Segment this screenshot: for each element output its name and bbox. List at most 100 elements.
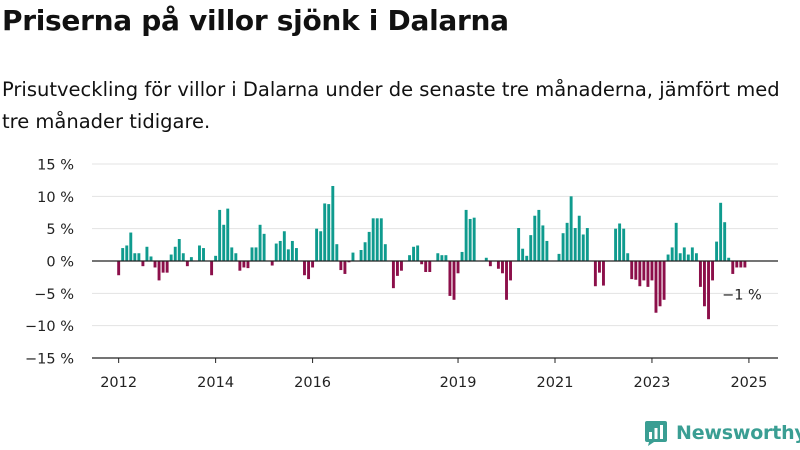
bar: [460, 251, 464, 261]
bar: [121, 248, 125, 261]
bar: [149, 256, 153, 261]
bar: [525, 255, 529, 261]
bar: [715, 241, 719, 261]
bar: [351, 252, 355, 261]
bar: [391, 261, 395, 289]
bar: [379, 218, 383, 261]
bar: [331, 185, 335, 261]
bar: [282, 231, 286, 261]
bar: [739, 261, 743, 268]
bar: [529, 235, 533, 261]
bar: [472, 217, 476, 261]
bar: [662, 261, 666, 300]
bar: [731, 261, 735, 274]
bar: [658, 261, 662, 307]
bar: [678, 253, 682, 261]
bar: [270, 261, 274, 266]
bar: [690, 247, 694, 261]
bar: [214, 255, 218, 261]
newsworthy-logo: Newsworthy: [644, 418, 800, 448]
bar: [327, 204, 331, 261]
bar: [210, 261, 214, 276]
bar: [250, 247, 254, 261]
bar: [694, 253, 698, 261]
bar: [452, 261, 456, 300]
bar: [634, 261, 638, 280]
bar: [234, 253, 238, 261]
bar: [181, 253, 185, 261]
bar: [593, 261, 597, 287]
bar: [185, 261, 189, 267]
bar: [218, 209, 222, 261]
bar: [735, 261, 739, 268]
bar: [456, 261, 460, 274]
bar: [670, 247, 674, 261]
bar: [294, 248, 298, 261]
bar: [238, 261, 242, 271]
bar: [581, 234, 585, 261]
bar: [226, 208, 230, 261]
bar: [290, 240, 294, 261]
bar: [509, 261, 512, 281]
bar: [424, 261, 428, 272]
bar: [153, 261, 157, 268]
bar: [711, 261, 715, 281]
bar: [545, 240, 549, 261]
bar: [311, 261, 315, 268]
y-tick-label: −15 %: [25, 352, 74, 368]
bar: [303, 261, 306, 276]
bar: [642, 261, 646, 281]
bar: [117, 261, 121, 276]
bar: [343, 261, 347, 274]
bar: [339, 261, 343, 271]
bar: [307, 261, 311, 280]
bar: [614, 228, 618, 261]
bar: [521, 248, 525, 261]
x-tick-label: 2016: [294, 375, 331, 391]
bar: [416, 245, 420, 261]
bar: [650, 261, 654, 281]
bar: [618, 223, 622, 261]
bar: [165, 261, 169, 273]
bar: [359, 250, 363, 261]
bar: [674, 222, 678, 261]
bar: [517, 228, 521, 261]
chart-subtitle: Prisutveckling för villor i Dalarna unde…: [2, 78, 780, 133]
bar: [533, 215, 537, 261]
bar: [436, 253, 440, 261]
bar: [626, 253, 630, 261]
bar: [286, 249, 290, 261]
last-value-annotation: −1 %: [722, 287, 762, 303]
y-tick-label: 0 %: [46, 255, 74, 271]
bar: [428, 261, 432, 272]
bar: [743, 261, 747, 268]
bar: [464, 209, 468, 261]
y-tick-label: 10 %: [37, 190, 74, 206]
bar: [585, 228, 589, 261]
bar: [399, 261, 403, 271]
x-tick-label: 2019: [440, 375, 477, 391]
bar: [727, 257, 731, 261]
bar: [347, 261, 351, 263]
bar: [703, 261, 706, 307]
bar: [254, 247, 258, 261]
bar: [363, 242, 367, 261]
bar: [395, 261, 399, 276]
bar: [319, 231, 323, 261]
bar: [541, 225, 545, 261]
bar: [496, 261, 500, 269]
bar: [189, 257, 193, 261]
y-tick-label: 15 %: [37, 158, 74, 174]
bar: [222, 224, 226, 261]
bar: [198, 245, 201, 261]
bar: [686, 254, 690, 261]
y-tick-label: 5 %: [46, 222, 74, 238]
bar: [177, 239, 181, 261]
bar: [323, 203, 327, 261]
bar: [565, 222, 569, 261]
bar: [444, 255, 448, 261]
x-tick-label: 2021: [537, 375, 574, 391]
bar: [371, 218, 375, 261]
bar: [246, 261, 250, 269]
